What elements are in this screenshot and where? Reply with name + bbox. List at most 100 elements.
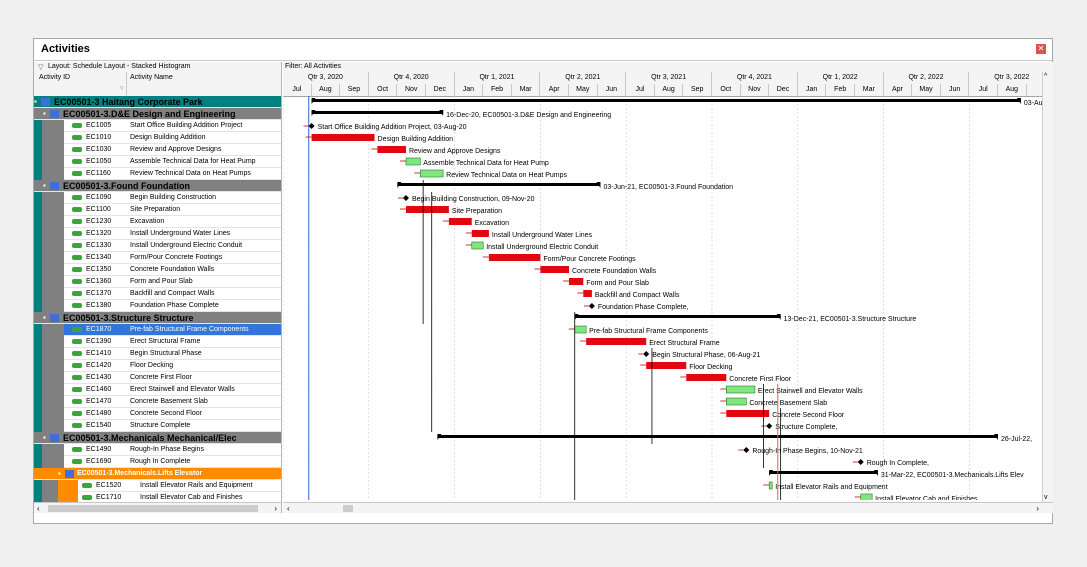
activity-row[interactable]: EC1320 Install Underground Water Lines xyxy=(34,228,281,240)
activity-row[interactable]: EC1390 Erect Structural Frame xyxy=(34,336,281,348)
activity-bar xyxy=(686,374,727,381)
month-header: Jul Aug Sep Oct Nov Dec Jan Feb Mar Apr May Jun Jul A… xyxy=(283,84,1053,97)
wbs-indent-band xyxy=(34,288,64,300)
activity-row[interactable]: EC1005 Start Office Building Addition Pro… xyxy=(34,120,281,132)
scroll-thumb[interactable] xyxy=(343,505,353,512)
close-icon[interactable]: ✕ xyxy=(1036,44,1046,54)
bar-label: 03-Aug- xyxy=(1024,100,1043,107)
activity-row[interactable]: EC1540 Structure Complete xyxy=(34,420,281,432)
activity-icon xyxy=(72,387,82,392)
activity-id: EC1690 xyxy=(86,458,112,465)
activity-name: Concrete Foundation Walls xyxy=(130,266,215,273)
wbs-row[interactable]: ▪ EC00501-3.D&E Design and Engineering xyxy=(34,108,281,120)
wbs-row[interactable]: ▪ EC00501-3.Structure Structure xyxy=(34,312,281,324)
activity-row[interactable]: EC1870 Pre-fab Structural Frame Component… xyxy=(34,324,281,336)
activity-row[interactable]: EC1350 Concrete Foundation Walls xyxy=(34,264,281,276)
wbs-row[interactable]: ▪ EC00501-3 Haitang Corporate Park xyxy=(34,96,281,108)
column-activity-name[interactable]: Activity Name xyxy=(130,74,173,81)
window-title-bar: Activities ✕ xyxy=(34,39,1052,61)
activity-row[interactable]: EC1330 Install Underground Electric Condu… xyxy=(34,240,281,252)
activity-row[interactable]: EC1430 Concrete First Floor xyxy=(34,372,281,384)
collapse-icon[interactable]: ▪ xyxy=(43,181,46,190)
activity-row[interactable]: EC1050 Assemble Technical Data for Heat P… xyxy=(34,156,281,168)
scroll-right-icon[interactable]: › xyxy=(1036,504,1039,513)
quarter-label: Qtr 1, 2022 xyxy=(798,72,884,84)
window-title: Activities xyxy=(41,43,90,55)
activity-bar xyxy=(725,385,756,394)
activity-row[interactable]: EC1690 Rough In Complete xyxy=(34,456,281,468)
activity-row[interactable]: EC1420 Floor Decking xyxy=(34,360,281,372)
bar-label: Install Elevator Cab and Finishes xyxy=(875,496,978,500)
scroll-thumb[interactable] xyxy=(48,505,258,512)
month-label: Nov xyxy=(397,84,426,96)
activity-id: EC1350 xyxy=(86,266,112,273)
activity-row[interactable]: EC1380 Foundation Phase Complete xyxy=(34,300,281,312)
collapse-icon[interactable]: ▪ xyxy=(43,109,46,118)
activity-icon xyxy=(72,267,82,272)
activity-row[interactable]: EC1090 Begin Building Construction xyxy=(34,192,281,204)
month-label: Oct xyxy=(712,84,741,96)
wbs-indent-band xyxy=(34,456,64,468)
activity-row[interactable]: EC1340 Form/Pour Concrete Footings xyxy=(34,252,281,264)
wbs-icon xyxy=(41,98,50,106)
summary-cap xyxy=(776,314,781,320)
activity-row[interactable]: EC1410 Begin Structural Phase xyxy=(34,348,281,360)
activity-row[interactable]: EC1470 Concrete Basement Slab xyxy=(34,396,281,408)
wbs-icon xyxy=(50,182,59,190)
activity-icon xyxy=(72,135,82,140)
activity-row[interactable]: EC1230 Excavation xyxy=(34,216,281,228)
column-divider[interactable] xyxy=(126,72,127,96)
wbs-row[interactable]: ▪ EC00501-3.Mechanicals Mechanical/Elec xyxy=(34,432,281,444)
activity-name: Rough In Complete xyxy=(130,458,191,465)
milestone-marker xyxy=(766,423,773,429)
chevron-down-icon[interactable]: ▽ xyxy=(38,64,44,71)
scroll-left-icon[interactable]: ‹ xyxy=(37,504,40,513)
activity-id: EC1330 xyxy=(86,242,112,249)
wbs-indent-band xyxy=(34,348,64,360)
activity-row[interactable]: EC1010 Design Building Addition xyxy=(34,132,281,144)
activity-row[interactable]: EC1160 Review Technical Data on Heat Pump… xyxy=(34,168,281,180)
quarter-label: Qtr 2, 2021 xyxy=(540,72,627,84)
collapse-icon[interactable]: ▪ xyxy=(58,469,61,478)
activity-icon xyxy=(72,327,82,332)
scroll-up-icon[interactable]: ^ xyxy=(1044,73,1048,80)
bar-label: Design Building Addition xyxy=(378,136,454,143)
left-horizontal-scrollbar[interactable]: ‹ › xyxy=(34,502,281,513)
quarter-label: Qtr 1, 2021 xyxy=(455,72,541,84)
activity-id: EC1380 xyxy=(86,302,112,309)
activity-row[interactable]: EC1460 Erect Stairwell and Elevator Walls xyxy=(34,384,281,396)
collapse-icon[interactable]: ▪ xyxy=(34,97,37,106)
wbs-indent-band xyxy=(34,408,64,420)
wbs-indent-band xyxy=(34,144,64,156)
activity-id: EC1460 xyxy=(86,386,112,393)
vertical-scrollbar[interactable]: ^ v xyxy=(1042,72,1053,502)
activity-row[interactable]: EC1360 Form and Pour Slab xyxy=(34,276,281,288)
activity-row[interactable]: EC1520 Install Elevator Rails and Equipme… xyxy=(34,480,281,492)
milestone-marker xyxy=(643,351,650,357)
column-activity-id[interactable]: Activity ID xyxy=(39,74,71,81)
activity-bar xyxy=(311,134,375,141)
activity-icon xyxy=(72,231,82,236)
scroll-down-icon[interactable]: v xyxy=(1044,494,1048,501)
scroll-left-icon[interactable]: ‹ xyxy=(287,504,290,513)
wbs-row[interactable]: ▪ EC00501-3.Mechanicals.Lifts Elevator xyxy=(34,468,281,480)
activity-row[interactable]: EC1490 Rough-In Phase Begins xyxy=(34,444,281,456)
activity-row[interactable]: EC1480 Concrete Second Floor xyxy=(34,408,281,420)
collapse-icon[interactable]: ▪ xyxy=(43,433,46,442)
wbs-row[interactable]: ▪ EC00501-3.Found Foundation xyxy=(34,180,281,192)
month-label: Aug xyxy=(998,84,1027,96)
month-label: May xyxy=(569,84,598,96)
filter-icon[interactable]: ▿ xyxy=(120,85,124,92)
activity-row[interactable]: EC1030 Review and Approve Designs xyxy=(34,144,281,156)
scroll-right-icon[interactable]: › xyxy=(274,504,277,513)
activity-name: Begin Structural Phase xyxy=(130,350,202,357)
wbs-indent-band xyxy=(34,192,64,204)
activity-row[interactable]: EC1100 Site Preparation xyxy=(34,204,281,216)
summary-cap xyxy=(437,434,442,440)
gantt-horizontal-scrollbar[interactable]: ‹ › xyxy=(283,502,1053,513)
collapse-icon[interactable]: ▪ xyxy=(43,313,46,322)
wbs-icon xyxy=(50,314,59,322)
activity-name: Site Preparation xyxy=(130,206,181,213)
activity-row[interactable]: EC1370 Backfill and Compact Walls xyxy=(34,288,281,300)
activity-icon xyxy=(72,255,82,260)
